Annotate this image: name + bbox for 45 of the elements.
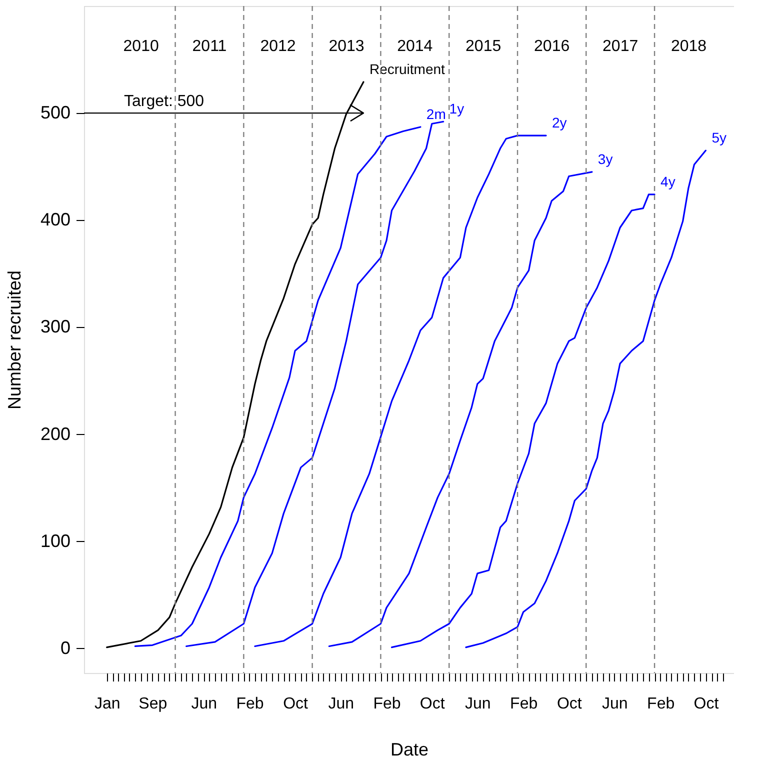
x-tick-label: Oct (283, 696, 309, 712)
line-series (390, 194, 656, 648)
line-series (186, 120, 444, 648)
y-tick-label: 500 (40, 102, 70, 123)
ref-line-label: Target: 500 (124, 93, 204, 110)
annotation: 2011 (192, 38, 227, 55)
line-series (465, 150, 706, 648)
x-tick-label: Jun (328, 696, 354, 712)
series-label: 2m (426, 106, 446, 122)
x-tick-label: Feb (373, 696, 401, 712)
annotation: 2010 (123, 38, 159, 55)
annotation: 2014 (397, 38, 433, 55)
x-tick-label: Jun (191, 696, 217, 712)
annotation: 2013 (328, 38, 364, 55)
series-label: 1y (449, 100, 464, 117)
x-axis-title: Date (390, 740, 429, 760)
y-tick-label: 300 (40, 316, 70, 337)
series-label: Recruitment (369, 61, 446, 78)
annotation: 2018 (670, 38, 707, 55)
annotation: 2012 (260, 38, 296, 55)
series-label: 5y (712, 130, 726, 146)
y-tick-label: 200 (40, 424, 70, 444)
x-tick-label: Sep (138, 696, 168, 712)
line-series (134, 126, 422, 648)
y-tick-label: 100 (40, 530, 70, 551)
annotation: 2016 (534, 38, 570, 55)
y-tick-label: 0 (60, 638, 70, 658)
x-tick-label: Feb (236, 696, 264, 712)
line-series (254, 134, 547, 648)
x-tick-label: Feb (647, 696, 675, 712)
x-tick-label: Oct (556, 696, 582, 712)
series-label: 4y (660, 173, 676, 190)
x-tick-label: Jun (465, 696, 491, 712)
x-tick-label: Oct (694, 696, 720, 712)
x-tick-label: Oct (420, 696, 446, 712)
x-tick-label: Jun (602, 696, 628, 712)
x-tick-label: Jan (94, 696, 120, 712)
x-tick-label: Feb (510, 696, 538, 712)
y-tick-label: 400 (40, 210, 70, 230)
annotation: 2017 (602, 38, 638, 55)
series-label: 3y (598, 150, 613, 167)
series-label: 2y (552, 114, 567, 131)
y-axis-title: Number recruited (4, 270, 24, 410)
line-series (328, 171, 593, 648)
annotation: 2015 (466, 38, 502, 55)
